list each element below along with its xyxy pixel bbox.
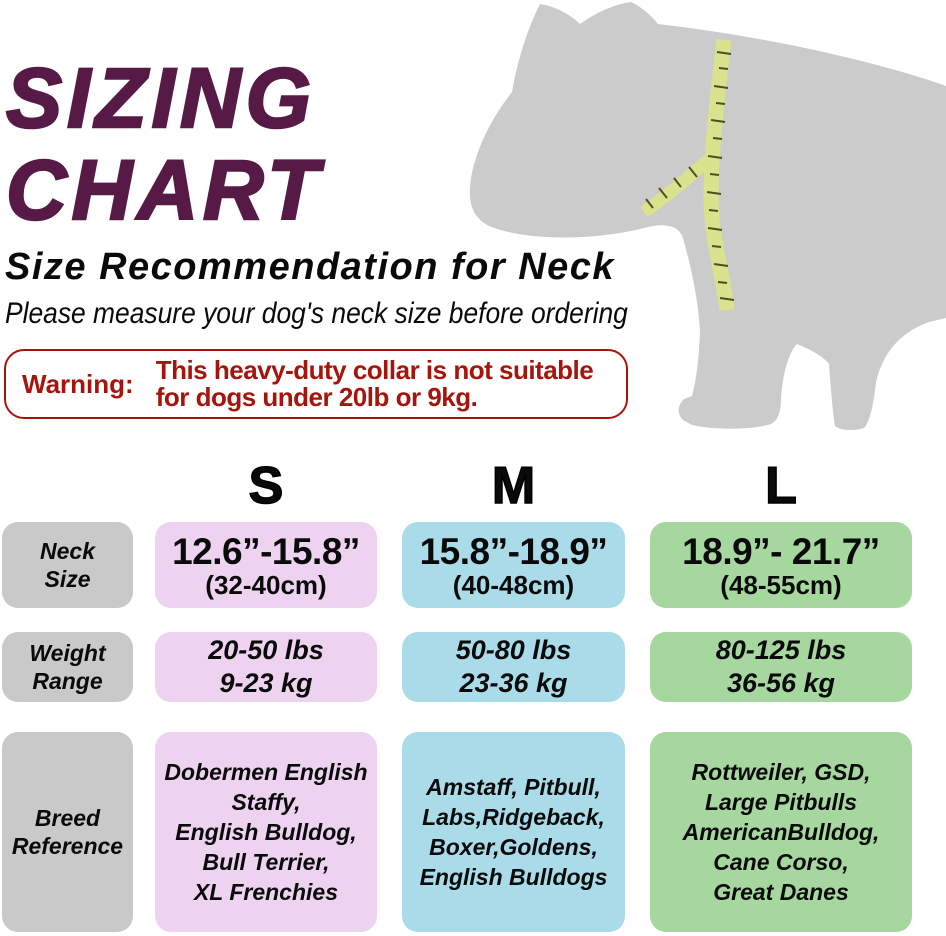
breed-line: Great Danes — [713, 879, 849, 905]
breed-line: Bull Terrier, — [202, 849, 330, 875]
neck-size-cell-m: 15.8”-18.9” (40-48cm) — [402, 522, 625, 608]
neck-size-cell-s: 12.6”-15.8” (32-40cm) — [155, 522, 377, 608]
size-header-s: S — [248, 457, 284, 515]
warning-message-line: for dogs under 20lb or 9kg. — [155, 382, 478, 412]
dog-silhouette-illustration — [469, 2, 946, 430]
page-title: SIZING CHART — [5, 51, 324, 238]
breed-line: XL Frenchies — [193, 879, 338, 905]
weight-lbs: 20-50 lbs — [208, 635, 324, 665]
breed-line: Large Pitbulls — [704, 789, 858, 815]
row-label-line: Reference — [11, 833, 124, 859]
title-line: CHART — [5, 143, 324, 238]
weight-range-cell-l: 80-125 lbs 36-56 kg — [650, 632, 912, 702]
weight-lbs: 50-80 lbs — [455, 635, 572, 665]
warning-label: Warning: — [22, 368, 134, 399]
neck-size-cell-l: 18.9”- 21.7” (48-55cm) — [650, 522, 912, 608]
warning-message-line: This heavy-duty collar is not suitable — [155, 355, 594, 385]
row-label-weight-range: Weight Range — [2, 632, 133, 702]
breed-line: Cane Corso, — [713, 849, 849, 875]
breed-list: Dobermen English Staffy, English Bulldog… — [164, 757, 367, 907]
weight-kg: 9-23 kg — [219, 668, 313, 698]
row-label-line: Breed — [34, 805, 101, 831]
row-label-line: Neck — [40, 538, 95, 564]
breed-list: Amstaff, Pitbull, Labs,Ridgeback, Boxer,… — [420, 772, 608, 892]
size-header-m: M — [491, 457, 536, 515]
neck-size-cm: (40-48cm) — [452, 569, 575, 600]
warning-message: This heavy-duty collar is not suitable f… — [156, 357, 594, 411]
breed-line: AmericanBulldog, — [682, 819, 880, 845]
breed-list: Rottweiler, GSD, Large Pitbulls American… — [683, 757, 880, 907]
breed-line: Dobermen English — [164, 759, 368, 785]
breed-line: Labs,Ridgeback, — [422, 804, 605, 830]
weight-kg: 23-36 kg — [459, 668, 568, 698]
neck-size-inches: 15.8”-18.9” — [419, 530, 608, 572]
subtitle: Size Recommendation for Neck — [5, 246, 616, 288]
breed-line: Amstaff, Pitbull, — [426, 774, 601, 800]
measuring-tape-icon — [640, 39, 735, 311]
neck-size-inches: 12.6”-15.8” — [172, 530, 360, 572]
neck-size-inches: 18.9”- 21.7” — [682, 530, 880, 572]
breed-reference-cell-m: Amstaff, Pitbull, Labs,Ridgeback, Boxer,… — [402, 732, 625, 932]
row-label-line: Size — [44, 566, 91, 592]
breed-line: English Bulldogs — [419, 864, 608, 890]
neck-size-cm: (32-40cm) — [205, 569, 327, 600]
row-label-line: Range — [32, 668, 103, 694]
breed-line: Rottweiler, GSD, — [691, 759, 871, 785]
neck-size-cm: (48-55cm) — [720, 569, 842, 600]
warning-box: Warning: This heavy-duty collar is not s… — [4, 349, 628, 419]
weight-range-cell-s: 20-50 lbs 9-23 kg — [155, 632, 377, 702]
breed-reference-cell-l: Rottweiler, GSD, Large Pitbulls American… — [650, 732, 912, 932]
size-header-l: L — [764, 457, 797, 515]
breed-line: Staffy, — [231, 789, 301, 815]
row-label-line: Weight — [29, 640, 106, 666]
title-line: SIZING — [5, 51, 317, 146]
breed-line: Boxer,Goldens, — [429, 834, 598, 860]
weight-kg: 36-56 kg — [726, 668, 836, 698]
breed-line: English Bulldog, — [175, 819, 357, 845]
measure-note: Please measure your dog's neck size befo… — [5, 297, 628, 330]
breed-reference-cell-s: Dobermen English Staffy, English Bulldog… — [155, 732, 377, 932]
row-label-breed-reference: Breed Reference — [2, 732, 133, 932]
row-label-neck-size: Neck Size — [2, 522, 133, 608]
weight-lbs: 80-125 lbs — [715, 635, 847, 665]
weight-range-cell-m: 50-80 lbs 23-36 kg — [402, 632, 625, 702]
